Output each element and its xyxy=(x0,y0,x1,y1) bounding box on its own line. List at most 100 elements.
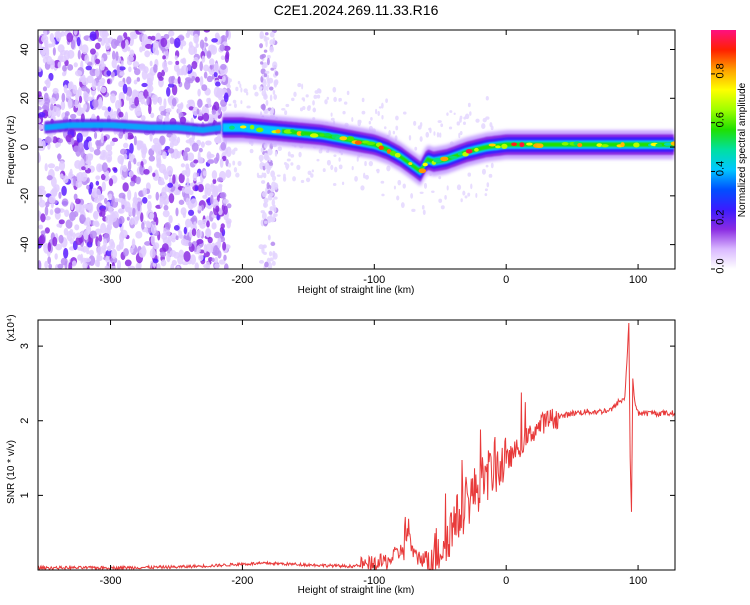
noise-blob xyxy=(53,88,59,94)
noise-blob xyxy=(45,43,48,53)
noise-blob xyxy=(483,118,487,122)
noise-blob xyxy=(222,242,226,251)
noise-blob xyxy=(36,66,41,72)
noise-blob xyxy=(158,76,163,81)
noise-blob xyxy=(384,126,387,129)
ridge-hot-spot xyxy=(449,156,458,159)
noise-blob xyxy=(433,131,435,136)
noise-blob xyxy=(58,235,63,244)
noise-blob xyxy=(74,62,78,67)
noise-blob xyxy=(395,126,398,131)
noise-blob xyxy=(142,197,147,204)
noise-blob xyxy=(190,198,197,207)
noise-blob xyxy=(178,230,182,238)
noise-blob xyxy=(267,58,270,65)
ridge-hot-spot xyxy=(440,157,448,162)
noise-blob xyxy=(50,209,54,215)
noise-blob xyxy=(342,111,345,115)
noise-blob xyxy=(153,64,158,73)
noise-blob xyxy=(103,239,107,247)
noise-blob xyxy=(310,173,313,178)
noise-blob xyxy=(38,186,45,191)
noise-blob xyxy=(146,96,149,105)
noise-blob xyxy=(267,182,270,189)
noise-blob xyxy=(176,235,179,240)
noise-blob xyxy=(301,84,303,90)
noise-blob xyxy=(142,70,148,80)
noise-blob xyxy=(129,135,134,139)
noise-blob xyxy=(264,50,268,53)
noise-blob xyxy=(206,261,210,269)
noise-blob xyxy=(272,261,276,266)
noise-blob xyxy=(129,171,134,177)
noise-blob xyxy=(189,183,194,187)
noise-blob xyxy=(196,230,202,238)
noise-blob xyxy=(370,117,373,121)
noise-blob xyxy=(422,205,425,210)
noise-blob xyxy=(107,79,110,84)
noise-blob xyxy=(70,202,74,211)
noise-blob xyxy=(41,35,48,43)
noise-blob xyxy=(485,188,488,191)
noise-blob xyxy=(163,169,167,175)
ridge-hot-spot xyxy=(256,128,263,133)
colorbar-tick-label: 0.2 xyxy=(715,210,727,225)
noise-blob xyxy=(171,238,175,243)
noise-blob xyxy=(428,128,430,131)
noise-blob xyxy=(212,258,215,262)
ridge-hot-spot xyxy=(310,133,319,137)
noise-blob xyxy=(220,64,226,70)
noise-blob xyxy=(61,93,65,102)
noise-blob xyxy=(410,193,413,199)
noise-blob xyxy=(186,177,189,185)
noise-blob xyxy=(211,222,216,229)
noise-blob xyxy=(117,155,124,164)
noise-blob xyxy=(263,245,266,248)
noise-blob xyxy=(465,195,468,198)
noise-blob xyxy=(63,248,68,259)
noise-blob xyxy=(157,143,162,152)
noise-blob xyxy=(93,221,96,226)
noise-blob xyxy=(188,210,194,216)
noise-blob xyxy=(199,61,203,71)
noise-blob xyxy=(219,185,223,193)
noise-blob xyxy=(274,183,278,190)
noise-blob xyxy=(174,225,180,231)
noise-blob xyxy=(69,229,73,236)
noise-blob xyxy=(137,77,140,82)
spectrogram-y-tick-label: 40 xyxy=(19,43,31,55)
noise-blob xyxy=(201,84,207,91)
noise-blob xyxy=(48,264,52,270)
noise-blob xyxy=(165,230,171,236)
noise-blob xyxy=(100,208,105,217)
noise-blob xyxy=(209,58,215,65)
noise-blob xyxy=(273,197,277,200)
noise-blob xyxy=(46,78,51,88)
noise-blob xyxy=(393,131,395,135)
noise-blob xyxy=(220,192,226,199)
noise-blob xyxy=(147,222,152,228)
spectrogram-y-label: Frequency (Hz) xyxy=(6,116,17,185)
noise-blob xyxy=(298,152,301,158)
noise-blob xyxy=(262,191,267,197)
noise-blob xyxy=(149,212,154,219)
noise-blob xyxy=(268,157,270,162)
noise-blob xyxy=(193,172,197,181)
noise-blob xyxy=(381,115,383,119)
noise-blob xyxy=(259,88,262,92)
noise-blob xyxy=(225,53,229,63)
noise-blob xyxy=(49,195,56,203)
noise-blob xyxy=(53,47,56,56)
noise-blob xyxy=(270,32,275,38)
noise-blob xyxy=(68,98,73,109)
noise-blob xyxy=(262,104,266,111)
noise-blob xyxy=(369,121,371,125)
noise-blob xyxy=(203,65,209,72)
noise-blob xyxy=(134,192,137,203)
noise-blob xyxy=(86,97,93,102)
noise-blob xyxy=(82,262,88,269)
noise-blob xyxy=(190,217,196,221)
noise-blob xyxy=(37,152,41,162)
noise-blob xyxy=(208,154,215,158)
noise-blob xyxy=(369,161,373,166)
